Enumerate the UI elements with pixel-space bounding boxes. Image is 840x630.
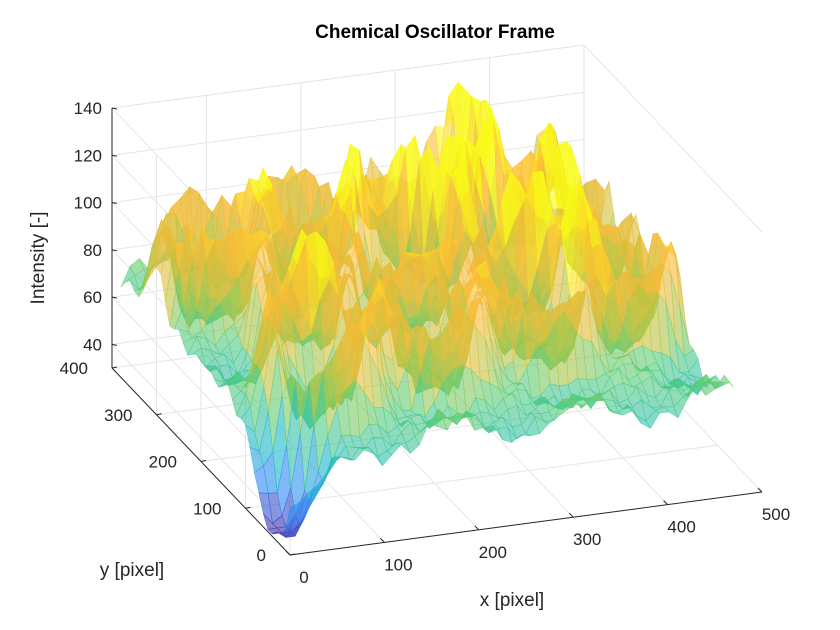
- surface-layer: [120, 81, 734, 538]
- x-tick-label: 200: [479, 543, 507, 562]
- x-tick-mark: [663, 500, 668, 505]
- z-tick-mark: [111, 202, 118, 205]
- x-tick-label: 0: [299, 568, 308, 587]
- z-tick-label: 140: [74, 99, 102, 118]
- x-tick-mark: [474, 525, 480, 531]
- x-tick-label: 100: [384, 555, 412, 574]
- chart-title: Chemical Oscillator Frame: [315, 22, 555, 43]
- x-tick-mark: [757, 487, 763, 493]
- z-tick-label: 80: [83, 241, 102, 260]
- y-tick-label: 200: [149, 453, 177, 472]
- y-tick-label: 0: [257, 546, 266, 565]
- axis-layer: [111, 107, 763, 556]
- z-tick-mark: [111, 154, 118, 157]
- tick-layer: 0 100 200 300 400 500 0 100 200 300 400 40 60 80 100 12…: [60, 99, 791, 587]
- z-tick-label: 60: [83, 288, 102, 307]
- y-tick-mark: [111, 366, 118, 369]
- z-tick-label: 40: [83, 335, 102, 354]
- x-axis-line: [289, 491, 763, 556]
- z-tick-mark: [111, 343, 118, 346]
- y-axis-label: y [pixel]: [100, 560, 164, 581]
- y-tick-mark: [245, 506, 251, 509]
- x-axis-label: x [pixel]: [480, 590, 544, 611]
- z-tick-mark: [111, 296, 118, 299]
- x-tick-mark: [568, 512, 574, 518]
- surface-patch: [719, 374, 734, 388]
- x-tick-mark: [380, 538, 385, 543]
- y-tick-mark: [200, 460, 207, 462]
- z-tick-label: 100: [74, 194, 102, 213]
- x-tick-mark: [285, 550, 291, 556]
- z-tick-mark: [111, 249, 118, 252]
- z-tick-label: 120: [74, 146, 102, 165]
- y-tick-mark: [156, 413, 162, 416]
- y-tick-label: 100: [193, 499, 221, 518]
- y-tick-label: 400: [60, 359, 88, 378]
- x-tick-label: 400: [667, 518, 695, 537]
- x-tick-label: 300: [573, 530, 601, 549]
- z-axis-label: Intensity [-]: [28, 212, 49, 305]
- x-tick-label: 500: [762, 505, 790, 524]
- y-tick-mark: [289, 553, 296, 556]
- z-tick-mark: [111, 107, 118, 110]
- y-tick-label: 300: [104, 406, 132, 425]
